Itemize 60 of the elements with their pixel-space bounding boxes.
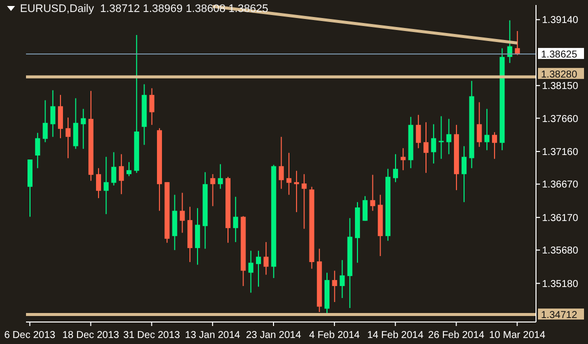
x-tick-label: 13 Jan 2014 xyxy=(185,330,241,341)
candlestick xyxy=(58,94,63,139)
candlestick xyxy=(233,196,238,243)
candlestick xyxy=(370,174,376,212)
y-tick-label: 1.37160 xyxy=(542,147,579,158)
y-tick-label: 1.35180 xyxy=(542,278,579,290)
candlestick xyxy=(286,152,292,196)
candlestick xyxy=(393,154,398,183)
candlestick xyxy=(104,156,109,215)
ref-line-label: 1.38280 xyxy=(541,69,578,80)
candlestick xyxy=(462,146,467,203)
candlestick xyxy=(66,117,71,159)
candlestick xyxy=(400,148,406,171)
candlestick xyxy=(118,154,124,195)
candlestick xyxy=(80,108,86,150)
candlestick xyxy=(446,118,452,155)
candlestick xyxy=(514,30,520,56)
ref-line-label: 1.34712 xyxy=(541,310,578,322)
candlestick xyxy=(256,250,261,288)
y-tick-label: 1.39140 xyxy=(542,15,579,26)
x-tick-label: 31 Dec 2013 xyxy=(123,330,180,341)
candlestick xyxy=(484,108,490,151)
candlestick xyxy=(294,170,300,213)
y-tick-label: 1.38150 xyxy=(542,81,579,92)
candlestick xyxy=(50,90,56,138)
candlestick xyxy=(248,250,254,294)
candlestick xyxy=(332,270,338,303)
candlestick xyxy=(362,196,368,222)
x-tick-label: 4 Feb 2014 xyxy=(309,330,360,341)
candlestick xyxy=(416,114,421,149)
candlestick xyxy=(210,174,216,207)
x-tick-label: 23 Jan 2014 xyxy=(246,330,302,341)
x-tick-label: 10 Mar 2014 xyxy=(489,330,546,341)
candlestick xyxy=(218,164,223,190)
y-tick-label: 1.36170 xyxy=(542,212,579,224)
candlestick xyxy=(195,208,200,266)
candlestick xyxy=(278,136,284,190)
y-tick-label: 1.36670 xyxy=(542,180,579,191)
candlestick xyxy=(73,98,78,150)
x-tick-label: 6 Dec 2013 xyxy=(4,330,56,341)
candlestick xyxy=(431,124,436,164)
candlestick xyxy=(492,132,498,160)
x-tick-label: 26 Feb 2014 xyxy=(428,330,485,341)
candlestick xyxy=(42,100,48,143)
x-tick-label: 18 Dec 2013 xyxy=(62,330,120,341)
y-tick-label: 1.35680 xyxy=(542,246,579,257)
candlestick xyxy=(180,192,185,234)
y-tick-label: 1.37660 xyxy=(542,114,579,125)
candlestick xyxy=(424,122,428,174)
candlestick xyxy=(35,132,40,169)
x-tick-label: 14 Feb 2014 xyxy=(367,330,424,341)
candlestick xyxy=(264,242,269,276)
ref-line-label: 1.38625 xyxy=(541,49,578,60)
candlestick xyxy=(111,152,116,186)
candlestick xyxy=(340,260,345,299)
candlestick xyxy=(476,102,482,148)
candlestick xyxy=(96,168,102,199)
candlestick xyxy=(126,162,132,177)
candlestick xyxy=(302,174,307,230)
candlestick xyxy=(149,88,154,126)
